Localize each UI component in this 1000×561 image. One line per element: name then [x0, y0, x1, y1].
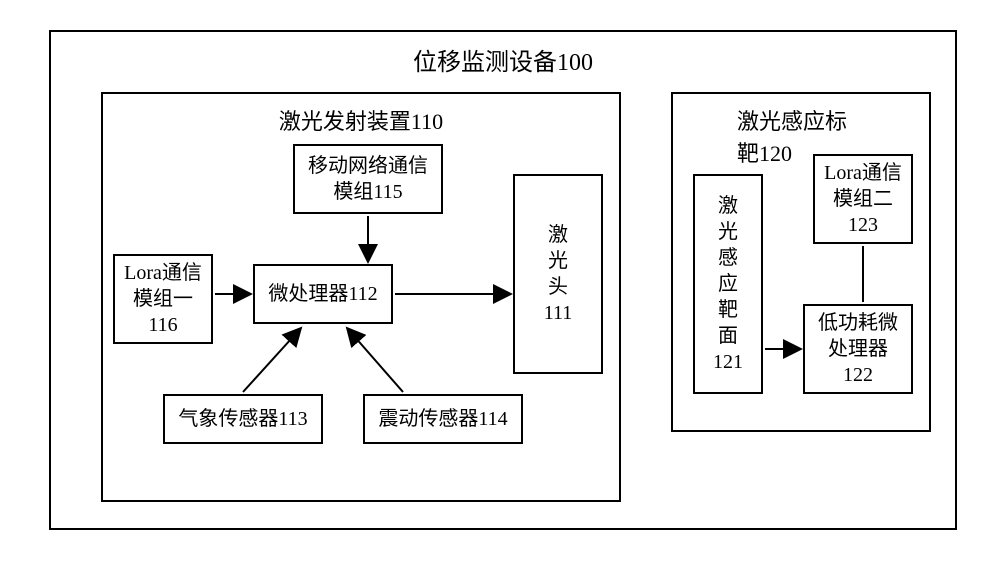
node-label: 移动网络通信模组115	[308, 153, 428, 205]
node-label: 激光感应靶面121	[713, 193, 743, 375]
outer-container: 位移监测设备100 激光发射装置110 移动网络通信模组115 Lora通信模组…	[49, 30, 957, 530]
node-label: 激光头111	[544, 222, 573, 326]
node-label: 低功耗微处理器122	[818, 310, 898, 388]
node-label: Lora通信模组一116	[124, 260, 202, 338]
node-mobile: 移动网络通信模组115	[293, 144, 443, 214]
node-lowmicro: 低功耗微处理器122	[803, 304, 913, 394]
node-laser: 激光头111	[513, 174, 603, 374]
node-label: 气象传感器113	[178, 406, 307, 432]
node-lora2: Lora通信模组二123	[813, 154, 913, 244]
left-group-title: 激光发射装置110	[279, 104, 443, 136]
right-group: 激光感应标靶120 激光感应靶面121 Lora通信模组二123 低功耗微处理器…	[671, 92, 931, 432]
node-lora1: Lora通信模组一116	[113, 254, 213, 344]
node-label: 微处理器112	[268, 281, 377, 307]
node-label: 震动传感器114	[378, 406, 507, 432]
main-title: 位移监测设备100	[413, 42, 593, 77]
left-group: 激光发射装置110 移动网络通信模组115 Lora通信模组一116 微处理器1…	[101, 92, 621, 502]
node-weather: 气象传感器113	[163, 394, 323, 444]
node-label: Lora通信模组二123	[824, 160, 902, 238]
node-micro: 微处理器112	[253, 264, 393, 324]
node-surface: 激光感应靶面121	[693, 174, 763, 394]
node-vib: 震动传感器114	[363, 394, 523, 444]
